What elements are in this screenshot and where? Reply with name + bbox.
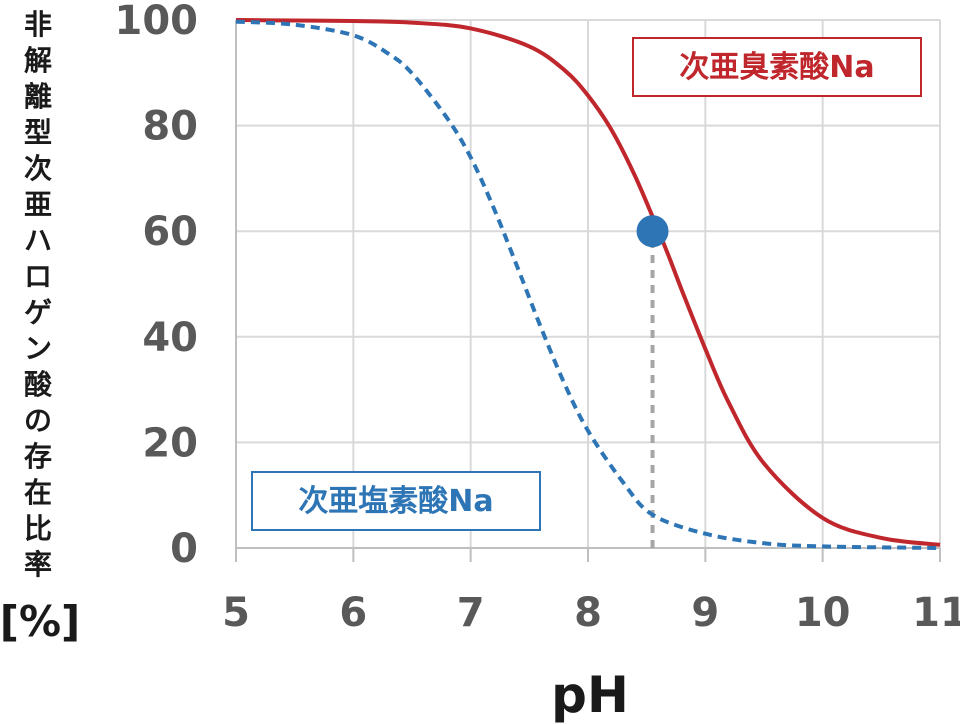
y-tick-labels: 100 80 60 40 20 0 xyxy=(115,0,199,572)
x-tick-label: 8 xyxy=(574,590,602,636)
x-tick-label: 11 xyxy=(912,590,960,636)
x-tick-label: 7 xyxy=(457,590,485,636)
series-line-chlorite xyxy=(235,19,941,550)
legend-bromite-box xyxy=(632,37,922,97)
y-tick-label: 60 xyxy=(142,209,198,255)
y-tick-label: 100 xyxy=(115,0,199,44)
series-line-bromite xyxy=(235,18,941,547)
highlight-point xyxy=(636,215,669,248)
x-tick-labels: 5 6 7 8 9 10 11 xyxy=(222,590,960,636)
x-tick-label: 9 xyxy=(691,590,719,636)
series-lines xyxy=(235,18,941,550)
legend-bromite-label: 次亜臭素酸Na xyxy=(679,50,874,85)
y-tick-label: 20 xyxy=(142,420,198,466)
legend-chlorite-box xyxy=(251,471,541,531)
x-tick-label: 10 xyxy=(795,590,851,636)
y-axis-label: 非解離型次亜ハロゲン酸の存在比率 xyxy=(24,8,53,581)
x-axis-label: pH xyxy=(551,666,629,724)
legend-bromite: 次亜臭素酸Na xyxy=(632,37,922,97)
grid-lines xyxy=(236,19,941,548)
legend-chlorite-label: 次亜塩素酸Na xyxy=(298,484,493,519)
y-tick-label: 0 xyxy=(170,526,198,572)
legend-chlorite: 次亜塩素酸Na xyxy=(251,471,541,531)
highlight-points xyxy=(636,215,669,248)
y-tick-label: 80 xyxy=(142,104,198,150)
x-tick-label: 5 xyxy=(222,590,250,636)
y-axis-unit: [%] xyxy=(0,597,80,646)
y-tick-label: 40 xyxy=(142,315,198,361)
x-tick-label: 6 xyxy=(339,590,367,636)
